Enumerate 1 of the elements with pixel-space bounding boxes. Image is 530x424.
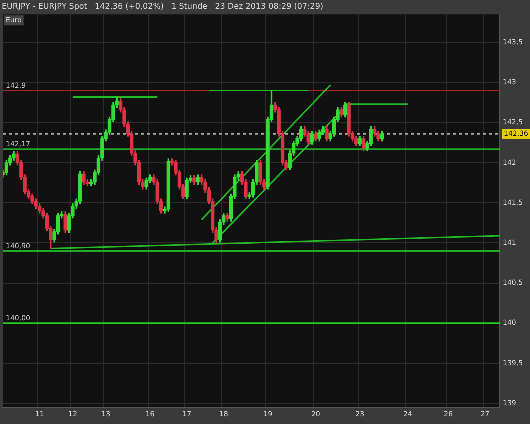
chart-title: EURJPY - EURJPY Spot 142,36 (+0,02%) 1 Stunde 23 Dez 2013 08:29 (07:29) (2, 2, 324, 11)
